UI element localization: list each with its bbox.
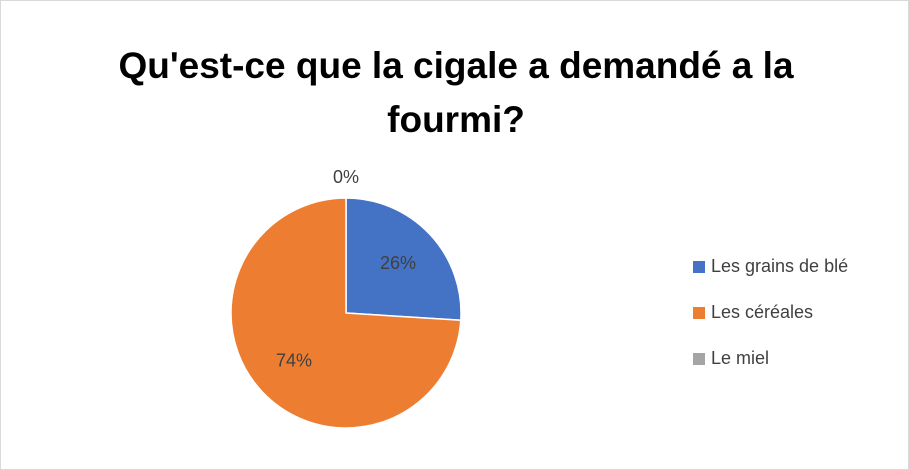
pie-slice <box>230 197 462 429</box>
legend-label: Les grains de blé <box>711 256 848 276</box>
data-label: 26% <box>380 253 416 273</box>
legend-swatch <box>693 353 705 365</box>
data-label: 74% <box>276 351 312 371</box>
legend-swatch <box>693 261 705 273</box>
legend-swatch <box>693 307 705 319</box>
pie-slice <box>345 197 462 322</box>
chart-title: Qu'est-ce que la cigale a demandé a la f… <box>118 45 794 140</box>
data-label: 0% <box>333 167 359 187</box>
legend-label: Les céréales <box>711 302 813 322</box>
legend-label: Le miel <box>711 348 769 368</box>
